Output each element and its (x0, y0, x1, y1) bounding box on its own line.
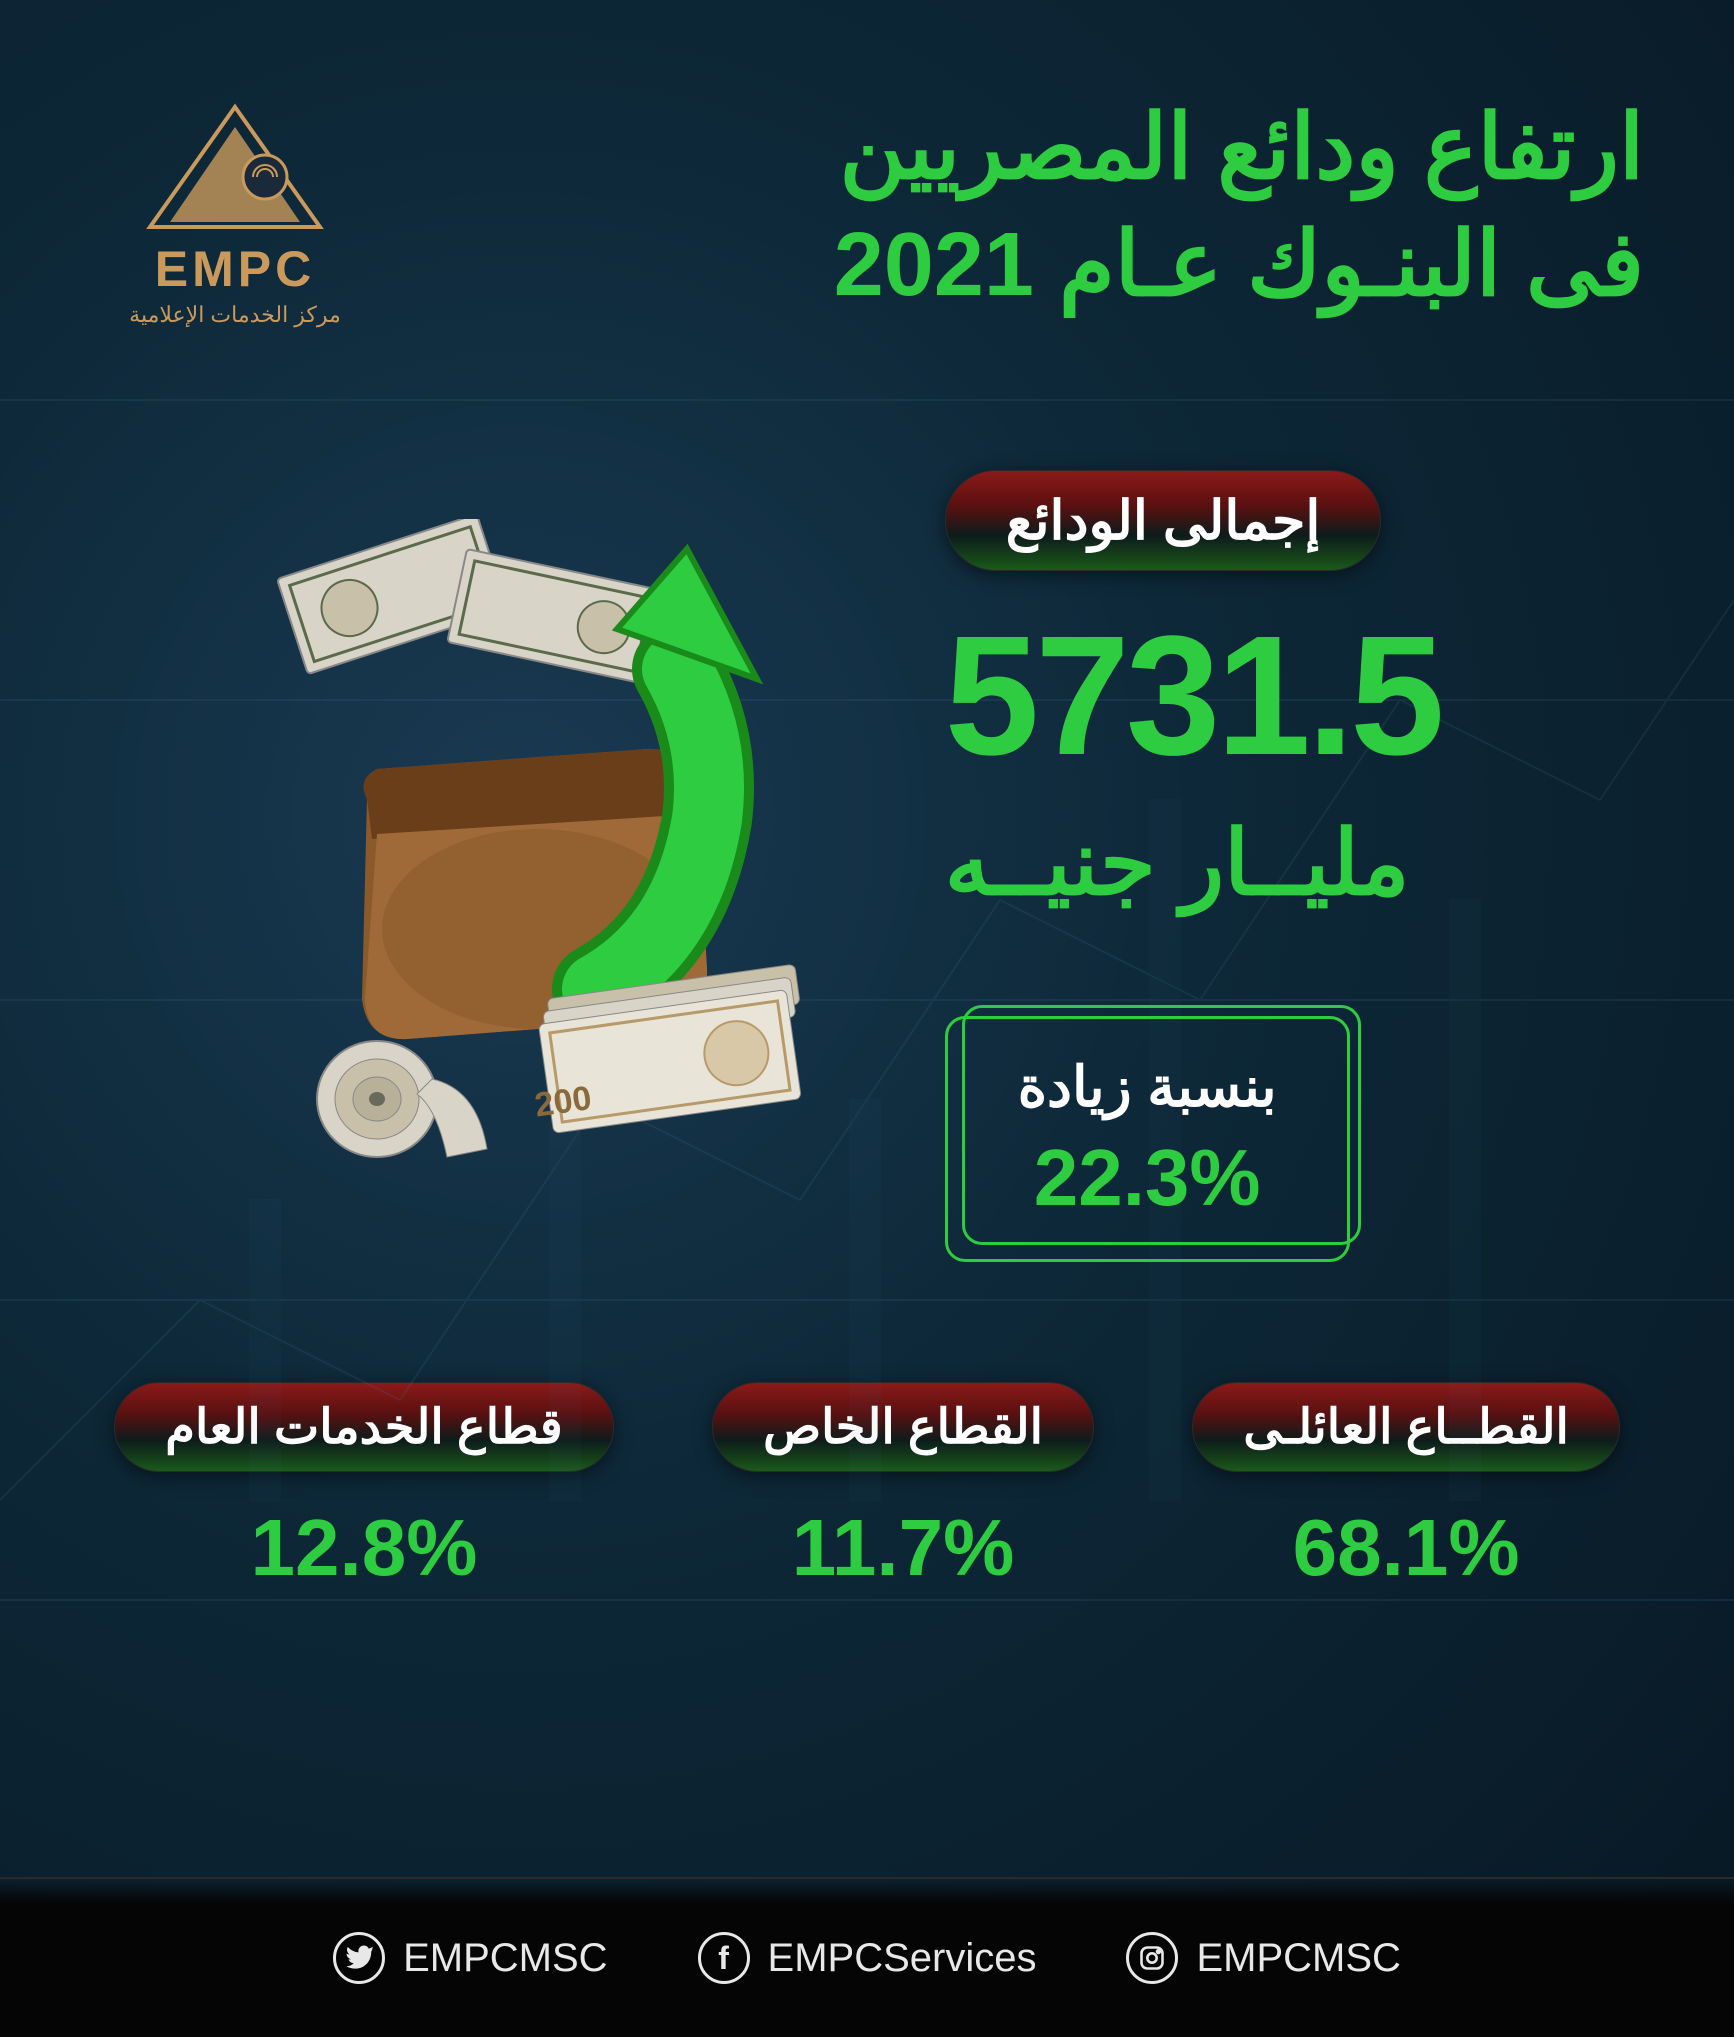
sectors-row: القطــاع العائلـى 68.1% القطاع الخاص 11.… (0, 1382, 1734, 1594)
total-deposits-unit: مليــار جنيــه (945, 811, 1410, 916)
wallet-money-arrow-icon: 200 (167, 519, 867, 1219)
social-facebook: f EMPCServices (698, 1932, 1037, 1984)
sector-value: 11.7% (792, 1502, 1014, 1594)
increase-label: بنسبة زيادة (1018, 1054, 1277, 1120)
sector-value: 68.1% (1293, 1502, 1520, 1594)
stats-column: إجمالى الودائع 5731.5 مليــار جنيــه بنس… (945, 440, 1644, 1262)
logo-subtitle: مركز الخدمات الإعلامية (129, 302, 341, 328)
sector-private: القطاع الخاص 11.7% (712, 1382, 1094, 1594)
social-instagram: EMPCMSC (1126, 1932, 1400, 1984)
svg-text:200: 200 (533, 1079, 594, 1125)
total-deposits-value: 5731.5 (945, 611, 1441, 781)
instagram-icon (1126, 1932, 1178, 1984)
logo-name: EMPC (155, 240, 315, 298)
sector-household: القطــاع العائلـى 68.1% (1192, 1382, 1619, 1594)
instagram-handle: EMPCMSC (1196, 1936, 1400, 1981)
sector-label: القطاع الخاص (712, 1382, 1094, 1472)
footer: EMPCMSC f EMPCServices EMPCMSC (0, 1877, 1734, 2037)
sector-label: القطــاع العائلـى (1192, 1382, 1619, 1472)
main-section: إجمالى الودائع 5731.5 مليــار جنيــه بنس… (0, 400, 1734, 1262)
increase-value: 22.3% (1018, 1132, 1277, 1224)
social-twitter: EMPCMSC (333, 1932, 607, 1984)
twitter-handle: EMPCMSC (403, 1936, 607, 1981)
main-title: ارتفاع ودائع المصريين فى البنـوك عـام 20… (834, 90, 1644, 324)
facebook-icon: f (698, 1932, 750, 1984)
sector-public-services: قطاع الخدمات العام 12.8% (114, 1382, 613, 1594)
sector-label: قطاع الخدمات العام (114, 1382, 613, 1472)
total-deposits-label: إجمالى الودائع (945, 470, 1382, 571)
twitter-icon (333, 1932, 385, 1984)
sector-value: 12.8% (251, 1502, 478, 1594)
title-line-2: فى البنـوك عـام 2021 (834, 207, 1644, 324)
title-line-1: ارتفاع ودائع المصريين (834, 90, 1644, 207)
facebook-handle: EMPCServices (768, 1936, 1037, 1981)
empc-logo: EMPC مركز الخدمات الإعلامية (90, 70, 380, 360)
logo-pyramid-icon (145, 102, 325, 232)
increase-box: بنسبة زيادة 22.3% (945, 1016, 1350, 1262)
header: ارتفاع ودائع المصريين فى البنـوك عـام 20… (0, 0, 1734, 360)
wallet-illustration: 200 (90, 440, 945, 1220)
